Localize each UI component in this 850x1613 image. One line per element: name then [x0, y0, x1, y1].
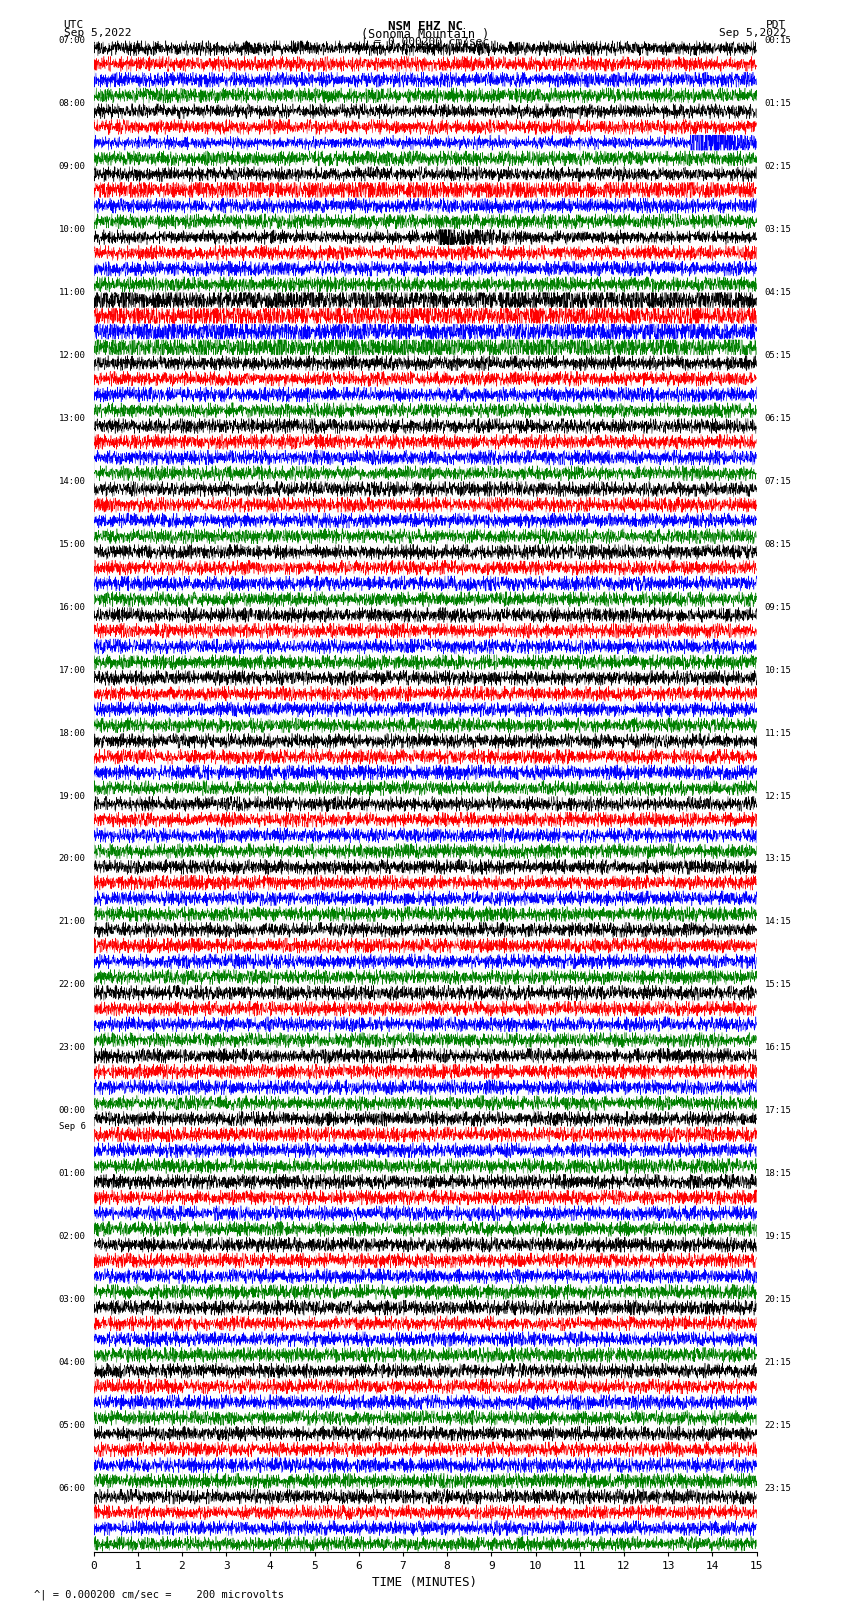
Text: (Sonoma Mountain ): (Sonoma Mountain ): [361, 29, 489, 42]
Text: 07:00: 07:00: [59, 35, 86, 45]
Text: 00:00: 00:00: [59, 1107, 86, 1115]
Text: 21:00: 21:00: [59, 918, 86, 926]
Text: 18:15: 18:15: [764, 1169, 791, 1179]
Text: Sep 5,2022: Sep 5,2022: [719, 29, 786, 39]
Text: 20:15: 20:15: [764, 1295, 791, 1305]
Text: 08:15: 08:15: [764, 540, 791, 548]
X-axis label: TIME (MINUTES): TIME (MINUTES): [372, 1576, 478, 1589]
Text: 02:15: 02:15: [764, 161, 791, 171]
Text: Sep 5,2022: Sep 5,2022: [64, 29, 131, 39]
Text: 18:00: 18:00: [59, 729, 86, 737]
Text: 06:00: 06:00: [59, 1484, 86, 1494]
Text: 05:15: 05:15: [764, 350, 791, 360]
Text: 06:15: 06:15: [764, 413, 791, 423]
Text: PDT: PDT: [766, 19, 786, 31]
Text: 08:00: 08:00: [59, 98, 86, 108]
Text: 03:00: 03:00: [59, 1295, 86, 1305]
Text: 14:00: 14:00: [59, 477, 86, 486]
Text: 17:15: 17:15: [764, 1107, 791, 1115]
Text: 16:15: 16:15: [764, 1044, 791, 1052]
Text: UTC: UTC: [64, 19, 84, 31]
Text: 04:15: 04:15: [764, 287, 791, 297]
Text: 03:15: 03:15: [764, 224, 791, 234]
Text: 10:00: 10:00: [59, 224, 86, 234]
Text: 19:00: 19:00: [59, 792, 86, 800]
Text: 04:00: 04:00: [59, 1358, 86, 1368]
Text: 07:15: 07:15: [764, 477, 791, 486]
Text: 19:15: 19:15: [764, 1232, 791, 1242]
Text: 15:00: 15:00: [59, 540, 86, 548]
Text: 01:15: 01:15: [764, 98, 791, 108]
Text: 15:15: 15:15: [764, 981, 791, 989]
Text: 05:00: 05:00: [59, 1421, 86, 1431]
Text: 21:15: 21:15: [764, 1358, 791, 1368]
Text: 13:00: 13:00: [59, 413, 86, 423]
Text: 23:15: 23:15: [764, 1484, 791, 1494]
Text: | = 0.000200 cm/sec: | = 0.000200 cm/sec: [361, 37, 489, 47]
Text: 14:15: 14:15: [764, 918, 791, 926]
Text: 09:15: 09:15: [764, 603, 791, 611]
Text: 02:00: 02:00: [59, 1232, 86, 1242]
Text: 13:15: 13:15: [764, 855, 791, 863]
Text: 09:00: 09:00: [59, 161, 86, 171]
Text: 01:00: 01:00: [59, 1169, 86, 1179]
Text: 20:00: 20:00: [59, 855, 86, 863]
Text: 17:00: 17:00: [59, 666, 86, 674]
Text: 23:00: 23:00: [59, 1044, 86, 1052]
Text: ^| = 0.000200 cm/sec =    200 microvolts: ^| = 0.000200 cm/sec = 200 microvolts: [34, 1589, 284, 1600]
Text: 12:00: 12:00: [59, 350, 86, 360]
Text: 16:00: 16:00: [59, 603, 86, 611]
Text: 00:15: 00:15: [764, 35, 791, 45]
Text: 11:15: 11:15: [764, 729, 791, 737]
Text: 10:15: 10:15: [764, 666, 791, 674]
Text: 12:15: 12:15: [764, 792, 791, 800]
Text: Sep 6: Sep 6: [59, 1123, 86, 1131]
Text: 22:00: 22:00: [59, 981, 86, 989]
Text: NSM EHZ NC: NSM EHZ NC: [388, 19, 462, 34]
Text: 11:00: 11:00: [59, 287, 86, 297]
Text: 22:15: 22:15: [764, 1421, 791, 1431]
